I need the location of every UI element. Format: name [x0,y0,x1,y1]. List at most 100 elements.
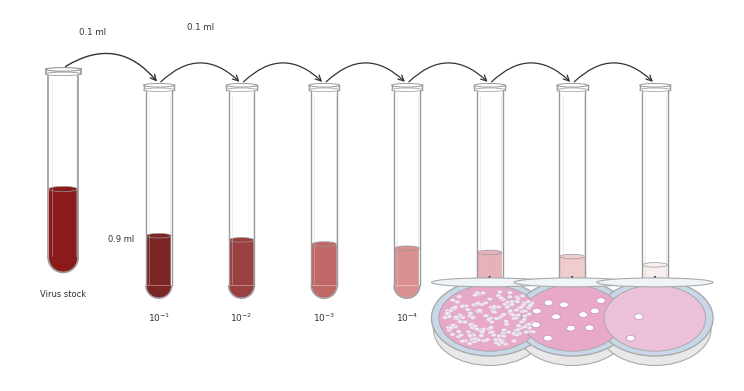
Ellipse shape [445,309,450,312]
Wedge shape [228,285,254,298]
Ellipse shape [487,327,492,330]
Ellipse shape [503,342,508,346]
Ellipse shape [489,320,494,324]
Ellipse shape [480,330,485,334]
Ellipse shape [585,325,594,331]
Ellipse shape [226,84,257,87]
Ellipse shape [643,263,667,267]
Ellipse shape [516,332,522,335]
Ellipse shape [465,308,470,311]
Ellipse shape [496,343,502,346]
Ellipse shape [45,72,81,75]
Wedge shape [477,285,502,298]
Ellipse shape [481,339,487,343]
Ellipse shape [522,314,527,318]
Ellipse shape [475,292,481,296]
Ellipse shape [522,325,527,328]
Text: 0.1 ml: 0.1 ml [187,23,214,32]
Ellipse shape [483,314,489,317]
Ellipse shape [559,254,585,259]
Wedge shape [477,285,502,298]
Ellipse shape [475,309,481,313]
Ellipse shape [523,309,528,313]
Ellipse shape [450,298,455,302]
Wedge shape [229,285,254,298]
Ellipse shape [529,301,534,305]
Polygon shape [559,90,586,285]
Ellipse shape [507,309,513,312]
Ellipse shape [520,294,525,298]
Ellipse shape [474,337,480,341]
Ellipse shape [514,278,630,287]
Ellipse shape [500,334,505,337]
Polygon shape [643,265,667,285]
Text: $10^{-5}$: $10^{-5}$ [478,311,501,324]
Ellipse shape [391,88,422,91]
Ellipse shape [531,322,540,328]
Ellipse shape [491,306,497,310]
Ellipse shape [516,324,522,328]
Ellipse shape [497,316,502,320]
Ellipse shape [557,84,588,87]
Text: 0.1 ml: 0.1 ml [580,278,606,287]
Polygon shape [312,244,336,285]
Ellipse shape [514,295,520,299]
Ellipse shape [529,322,535,326]
Ellipse shape [470,316,475,319]
Text: 0.1 ml: 0.1 ml [498,278,524,287]
Text: 0.9 ml: 0.9 ml [108,235,134,244]
Ellipse shape [489,305,494,309]
Ellipse shape [519,320,525,324]
Ellipse shape [527,326,532,329]
Ellipse shape [521,303,526,307]
Ellipse shape [531,321,536,325]
Ellipse shape [488,316,493,320]
Polygon shape [146,90,172,285]
Ellipse shape [48,187,77,192]
Ellipse shape [519,305,525,309]
Polygon shape [311,90,337,285]
Ellipse shape [443,316,448,319]
Ellipse shape [460,305,465,308]
Wedge shape [394,285,420,298]
Ellipse shape [446,326,452,329]
Ellipse shape [567,325,575,331]
Polygon shape [147,236,171,285]
Ellipse shape [456,295,462,299]
Ellipse shape [498,314,504,318]
Ellipse shape [506,330,511,334]
Ellipse shape [508,300,513,304]
Wedge shape [147,285,171,298]
Ellipse shape [488,326,494,329]
Ellipse shape [544,335,552,341]
Ellipse shape [472,293,478,297]
Ellipse shape [472,337,478,341]
Ellipse shape [516,324,522,327]
Ellipse shape [144,88,174,91]
Wedge shape [48,258,77,272]
Ellipse shape [468,312,473,315]
Ellipse shape [466,330,471,334]
Ellipse shape [559,302,568,308]
Ellipse shape [474,88,505,91]
Ellipse shape [469,338,475,341]
Ellipse shape [511,332,516,335]
Ellipse shape [519,310,525,313]
Ellipse shape [432,280,548,356]
Ellipse shape [579,312,588,317]
Text: $10^{-6}$: $10^{-6}$ [561,311,583,324]
Ellipse shape [487,297,493,301]
Ellipse shape [510,300,515,303]
Ellipse shape [505,300,510,304]
Ellipse shape [504,319,509,323]
Ellipse shape [524,330,529,334]
Ellipse shape [465,308,471,311]
Ellipse shape [458,320,463,323]
Ellipse shape [527,303,533,307]
Ellipse shape [439,285,540,351]
Ellipse shape [504,305,510,309]
Ellipse shape [513,328,519,332]
Ellipse shape [469,326,475,329]
Wedge shape [559,285,586,298]
Ellipse shape [488,331,493,335]
